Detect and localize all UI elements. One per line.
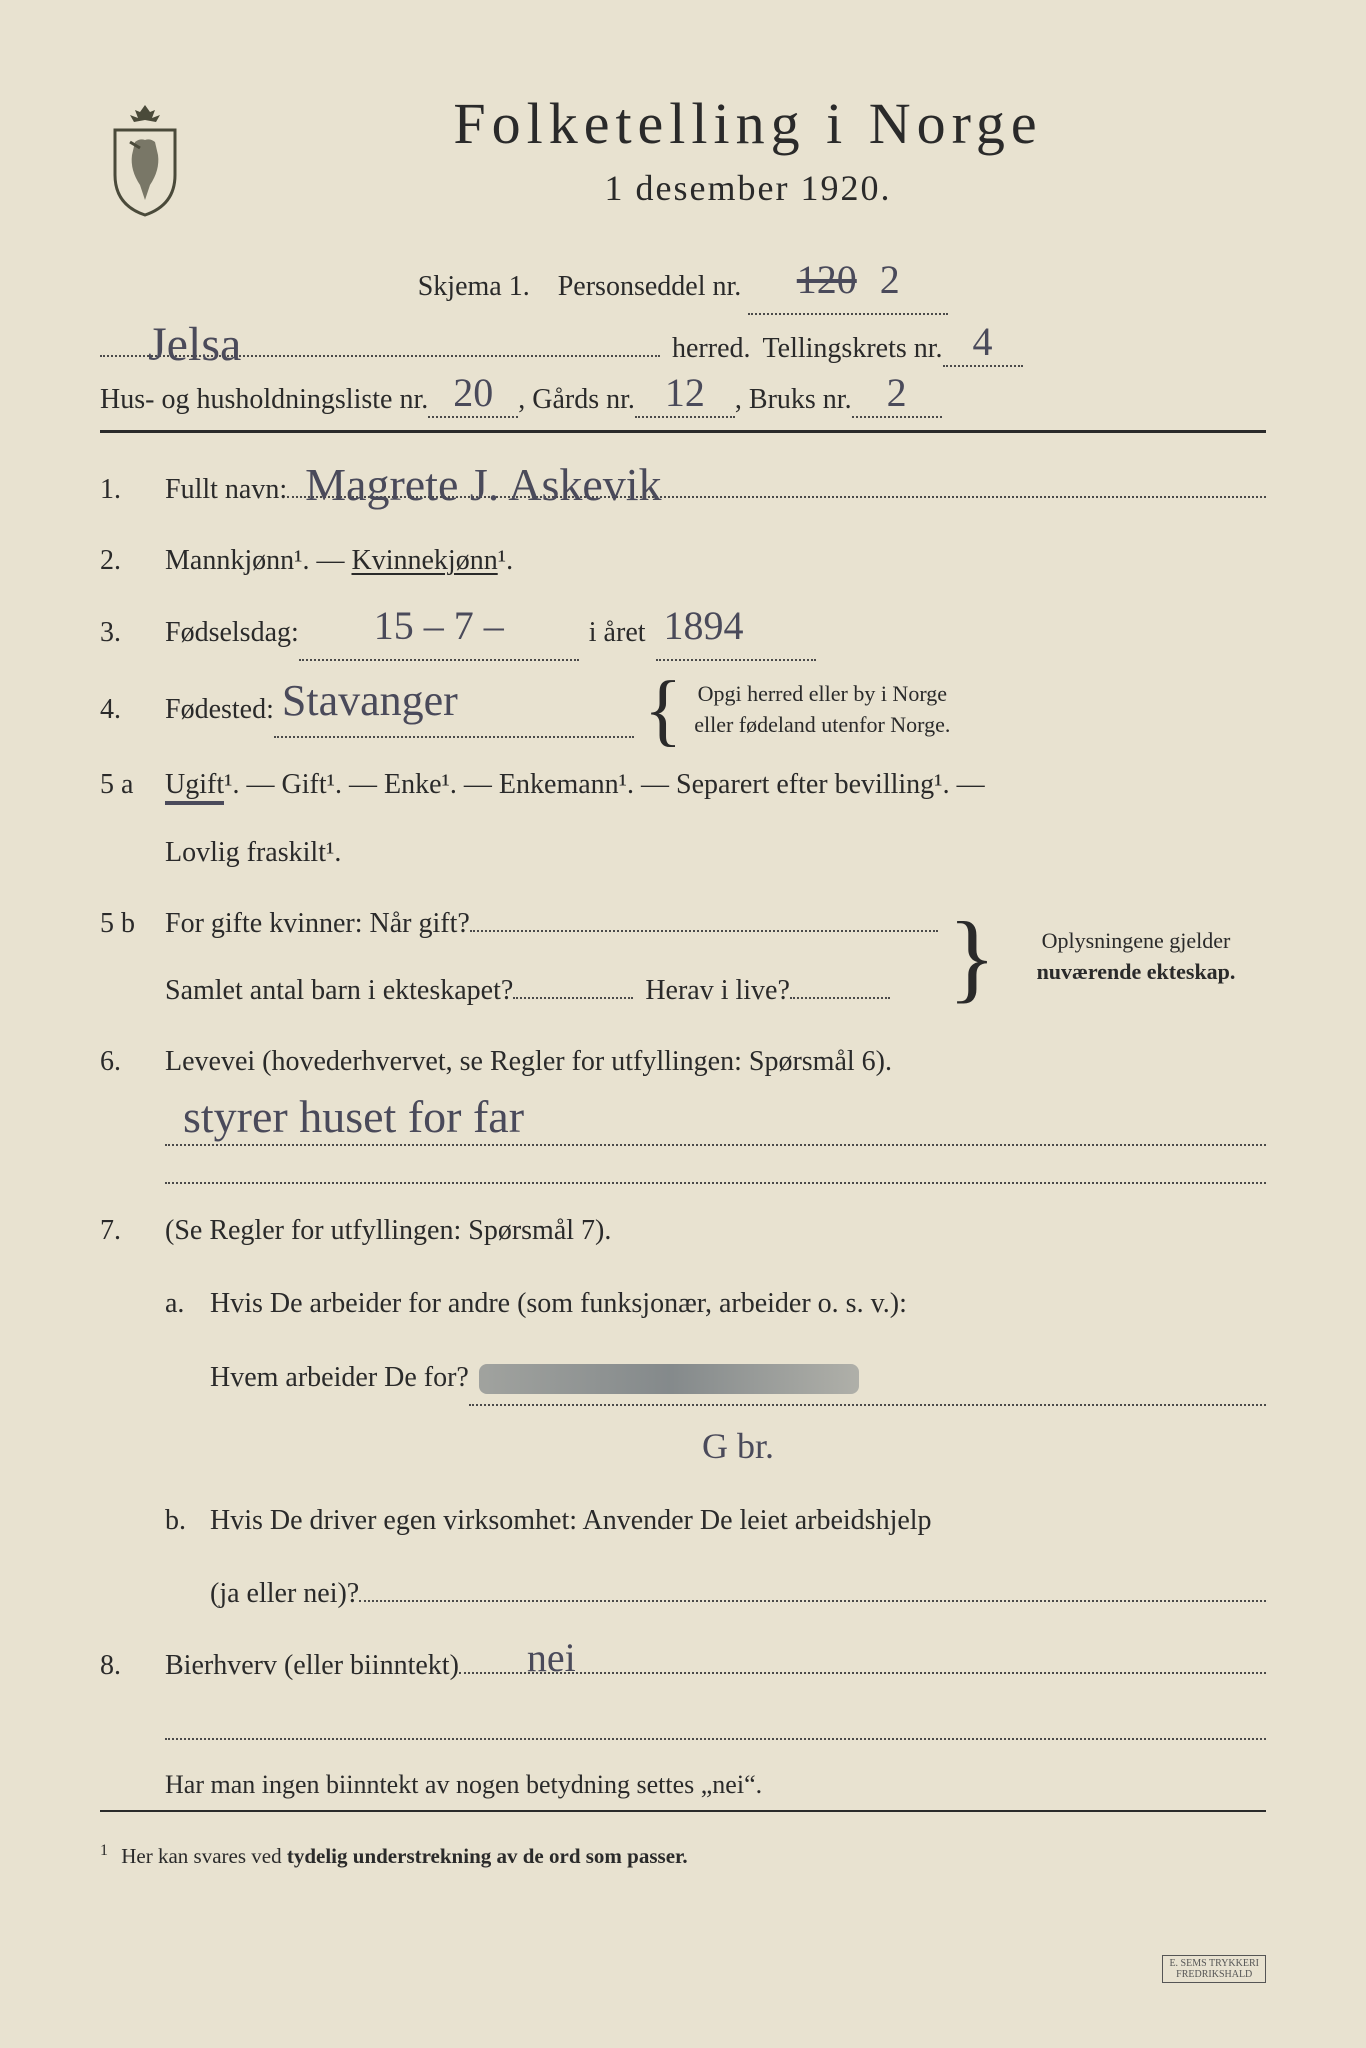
q2-row: 2. Mannkjønn¹. — Kvinnekjønn¹. [100, 534, 1266, 587]
q8-label: Bierhverv (eller biinntekt) [165, 1639, 459, 1692]
footnote2: 1 Her kan svares ved tydelig understrekn… [100, 1842, 1266, 1869]
divider-icon [100, 1810, 1266, 1812]
q1-label: Fullt navn: [165, 463, 287, 516]
personseddel-nr: 2 [872, 260, 908, 300]
gards-label: , Gårds nr. [518, 384, 635, 416]
q3-num: 3. [100, 617, 165, 649]
q4-row: 4. Fødested: Stavanger { Opgi herred ell… [100, 679, 1266, 741]
q2-mann: Mannkjønn¹. — [165, 545, 352, 576]
brace-icon: } [938, 932, 1006, 982]
q4-label: Fødested: [165, 683, 274, 736]
divider-icon [100, 430, 1266, 433]
q7a-l1: Hvis De arbeider for andre (som funksjon… [210, 1277, 1266, 1330]
q5b-num: 5 b [100, 908, 165, 940]
bruks-label: , Bruks nr. [735, 384, 852, 416]
q3-day: 15 – 7 – [366, 606, 512, 646]
q5a-line2: Lovlig fraskilt¹. [165, 826, 1266, 879]
q8-row: 8. Bierhverv (eller biinntekt) nei [100, 1639, 1266, 1692]
title-block: Folketelling i Norge 1 desember 1920. [230, 90, 1266, 209]
q5a-rest: ¹. — Gift¹. — Enke¹. — Enkemann¹. — Sepa… [224, 769, 984, 800]
q3-year: 1894 [656, 606, 752, 646]
census-form-page: Folketelling i Norge 1 desember 1920. Sk… [0, 0, 1366, 2048]
q6-label: Levevei (hovederhvervet, se Regler for u… [165, 1035, 1266, 1088]
q5b-l2b: Herav i live? [633, 964, 790, 1017]
hus-label: Hus- og husholdningsliste nr. [100, 384, 428, 416]
q7-num: 7. [100, 1215, 165, 1247]
q5b-l1a: For gifte kvinner: Når gift? [165, 897, 470, 950]
herred-value: Jelsa [140, 321, 249, 359]
q4-note: Opgi herred eller by i Norge eller fødel… [692, 679, 952, 741]
q5b-l2a: Samlet antal barn i ekteskapet? [165, 964, 513, 1017]
q2-kvinne: Kvinnekjønn [352, 545, 498, 576]
q5a-num: 5 a [100, 769, 165, 801]
q7-label: (Se Regler for utfyllingen: Spørsmål 7). [165, 1204, 1266, 1257]
q1-value: Magrete J. Askevik [297, 462, 669, 500]
q1-row: 1. Fullt navn: Magrete J. Askevik [100, 463, 1266, 516]
q1-num: 1. [100, 474, 165, 506]
q3-row: 3. Fødselsdag: 15 – 7 – i året 1894 [100, 606, 1266, 661]
personseddel-label: Personseddel nr. [558, 271, 742, 302]
coat-of-arms-icon [100, 100, 190, 220]
herred-line: Jelsa herred. Tellingskrets nr. 4 [100, 323, 1266, 367]
q5a-row: 5 a Ugift¹. — Gift¹. — Enke¹. — Enkemann… [100, 758, 1266, 878]
q8-num: 8. [100, 1650, 165, 1682]
herred-label: herred. [660, 333, 763, 365]
personseddel-strike: 120 [789, 260, 865, 300]
q7-row: 7. (Se Regler for utfyllingen: Spørsmål … [100, 1204, 1266, 1620]
hus-nr: 20 [445, 373, 501, 413]
foot2-num: 1 [100, 1842, 108, 1859]
erased-mark [479, 1364, 859, 1394]
q7b-l2: (ja eller nei)? [210, 1567, 359, 1620]
q5a-ugift: Ugift [165, 769, 224, 805]
q3-label: Fødselsdag: [165, 606, 299, 659]
q4-num: 4. [100, 694, 165, 726]
q7a-below: G br. [696, 1426, 780, 1466]
q8-value: nei [519, 1638, 584, 1676]
q3-iaret: i året [579, 606, 656, 659]
tellingskrets-nr: 4 [965, 322, 1001, 362]
blank-line [165, 1710, 1266, 1740]
bruks-nr: 2 [879, 373, 915, 413]
gards-nr: 12 [657, 373, 713, 413]
q2-sup: ¹. [498, 545, 513, 576]
q4-value: Stavanger [274, 679, 466, 723]
brace-icon: { [634, 690, 692, 730]
header: Folketelling i Norge 1 desember 1920. [100, 90, 1266, 220]
hus-line: Hus- og husholdningsliste nr. 20 , Gårds… [100, 375, 1266, 418]
q6-row: 6. Levevei (hovederhvervet, se Regler fo… [100, 1035, 1266, 1184]
date-subtitle: 1 desember 1920. [230, 167, 1266, 209]
q7b-num: b. [165, 1494, 210, 1620]
q2-num: 2. [100, 545, 165, 577]
q6-num: 6. [100, 1046, 165, 1078]
q7a-num: a. [165, 1277, 210, 1480]
q5b-note: Oplysningene gjelder nuværende ekteskap. [1006, 926, 1266, 988]
foot1: Har man ingen biinntekt av nogen betydni… [100, 1770, 1266, 1800]
skjema-line: Skjema 1. Personseddel nr. 120 2 [100, 260, 1266, 315]
skjema-label: Skjema 1. [418, 271, 530, 302]
printer-mark: E. SEMS TRYKKERIFREDRIKSHALD [1162, 1955, 1266, 1983]
main-title: Folketelling i Norge [230, 90, 1266, 157]
q6-value: styrer huset for far [175, 1094, 532, 1150]
tellingskrets-label: Tellingskrets nr. [763, 333, 943, 365]
q7b-l1: Hvis De driver egen virksomhet: Anvender… [210, 1494, 1266, 1547]
q5b-row: 5 b For gifte kvinner: Når gift? Samlet … [100, 897, 1266, 1017]
q7a-l2: Hvem arbeider De for? [210, 1351, 469, 1404]
